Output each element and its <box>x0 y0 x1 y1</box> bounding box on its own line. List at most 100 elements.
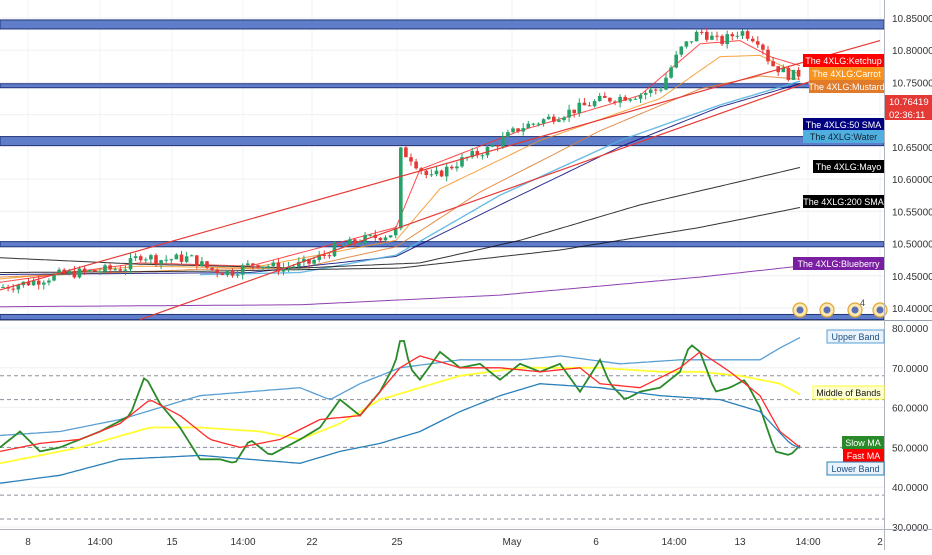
candle-up <box>393 228 398 236</box>
osc-tick-label: 30.0000 <box>892 523 929 534</box>
ma-line <box>0 265 801 308</box>
candle-up <box>144 259 148 261</box>
candle-up <box>149 255 153 260</box>
ma-line <box>0 167 801 269</box>
candle-up <box>240 265 245 275</box>
candle-up <box>235 274 240 276</box>
candle-up <box>618 96 622 103</box>
candle-down <box>572 109 576 114</box>
candle-up <box>77 268 82 278</box>
candle-up <box>643 93 648 95</box>
candle-up <box>434 170 439 175</box>
gap-zone <box>0 136 885 147</box>
price-tick-label: 10.60000 <box>892 175 932 186</box>
channel-lower-line[interactable] <box>139 56 881 321</box>
candle-up <box>725 34 729 45</box>
candle-up <box>490 145 495 147</box>
candle-down <box>419 168 423 171</box>
candle-down <box>36 280 41 285</box>
candle-up <box>562 117 566 121</box>
event-marker-dot <box>823 306 831 314</box>
time-tick-label: May <box>503 537 522 548</box>
candle-down <box>210 267 214 270</box>
ceiling-zone <box>0 83 885 89</box>
candle-down <box>108 265 112 270</box>
time-tick-label: 8 <box>25 537 31 548</box>
candle-up <box>159 260 163 264</box>
candle-up <box>342 245 347 247</box>
candle-up <box>480 155 485 157</box>
candle-down <box>378 237 383 241</box>
ma-label: The 4XLG:200 SMA <box>803 197 884 207</box>
candle-up <box>541 119 546 124</box>
osc-label-box <box>826 461 885 476</box>
candle-down <box>750 38 755 42</box>
candle-up <box>1 286 5 288</box>
osc-label-box <box>812 385 885 400</box>
ma-line <box>0 207 801 274</box>
candle-up <box>42 282 46 285</box>
candle-down <box>730 34 735 37</box>
candle-up <box>52 274 56 281</box>
candle-down <box>251 263 255 266</box>
floor-zone <box>0 313 885 321</box>
candle-up <box>567 109 571 118</box>
osc-series-label: Upper Band <box>831 332 879 342</box>
candle-up <box>266 266 270 268</box>
candle-down <box>409 157 413 162</box>
candle-down <box>337 244 342 246</box>
candle-down <box>26 281 31 286</box>
ma-label: The 4XLG:Mayo <box>816 162 882 172</box>
ma-label-box <box>813 160 884 173</box>
candle-down <box>205 261 209 268</box>
candle-up <box>689 41 694 43</box>
candle-up <box>740 31 745 36</box>
price-tick-label: 10.40000 <box>892 304 932 315</box>
event-marker-dot <box>796 306 804 314</box>
candle-up <box>312 259 316 264</box>
candle-up <box>123 269 128 271</box>
ma-label-box <box>809 67 884 80</box>
candle-up <box>546 116 551 120</box>
ma-label: The 4XLG:Carrot <box>812 69 881 79</box>
candle-down <box>475 151 480 156</box>
osc-tick-label: 40.0000 <box>892 483 929 494</box>
candle-up <box>485 146 490 156</box>
candle-down <box>138 256 143 261</box>
event-marker-dot <box>876 306 884 314</box>
candle-up <box>103 265 107 272</box>
candle-down <box>720 35 724 45</box>
candle-down <box>215 269 219 274</box>
candle-up <box>638 94 643 99</box>
candle-up <box>735 35 740 37</box>
channel-upper-line[interactable] <box>0 39 881 291</box>
candle-up <box>348 239 352 246</box>
candle-up <box>791 69 796 80</box>
time-tick-label: 14:00 <box>87 537 112 548</box>
candle-down <box>424 170 429 176</box>
candle-up <box>557 120 561 122</box>
candle-down <box>552 116 556 122</box>
osc-series-line <box>0 339 801 464</box>
candle-up <box>261 266 265 268</box>
candle-down <box>230 270 235 276</box>
osc-label-box <box>843 449 884 462</box>
ma-label-box <box>803 130 884 143</box>
candle-up <box>521 128 525 132</box>
candle-up <box>577 102 582 114</box>
candle-up <box>225 270 230 276</box>
candle-down <box>195 255 199 266</box>
candle-up <box>679 46 684 55</box>
candle-up <box>460 157 464 167</box>
countdown-label: 02:36:11 <box>889 110 925 121</box>
ma-line <box>199 80 801 276</box>
candle-down <box>276 262 281 272</box>
time-tick-label: 2 <box>877 537 883 548</box>
candle-down <box>495 145 500 147</box>
candle-up <box>297 261 301 267</box>
osc-tick-label: 50.0000 <box>892 443 929 454</box>
candle-up <box>506 132 510 137</box>
candle-up <box>246 263 250 266</box>
